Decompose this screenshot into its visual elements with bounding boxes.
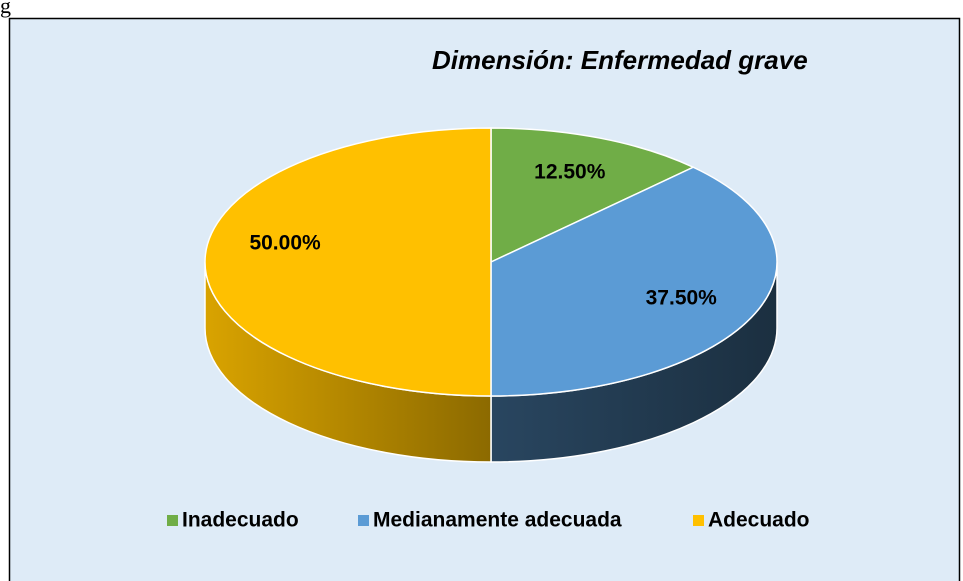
chart-title: Dimensión: Enfermedad grave xyxy=(432,45,808,75)
legend-label: Medianamente adecuada xyxy=(373,509,622,532)
pie-slice xyxy=(490,127,696,264)
legend-swatch xyxy=(167,515,178,526)
header-fragment: g xyxy=(0,0,11,18)
legend-label: Adecuado xyxy=(708,509,810,532)
data-labels: 12.50% 37.50% 50.00% xyxy=(249,160,717,309)
legend-swatch xyxy=(358,515,369,526)
legend-swatch xyxy=(693,515,704,526)
data-label: 37.50% xyxy=(646,286,718,309)
pie-tops xyxy=(204,127,778,397)
pie-slice xyxy=(490,166,778,397)
pie-slice xyxy=(204,127,492,397)
legend: Inadecuado Medianamente adecuada Adecuado xyxy=(167,509,810,532)
data-label: 12.50% xyxy=(534,160,606,183)
legend-label: Inadecuado xyxy=(182,509,299,532)
data-label: 50.00% xyxy=(249,232,321,255)
